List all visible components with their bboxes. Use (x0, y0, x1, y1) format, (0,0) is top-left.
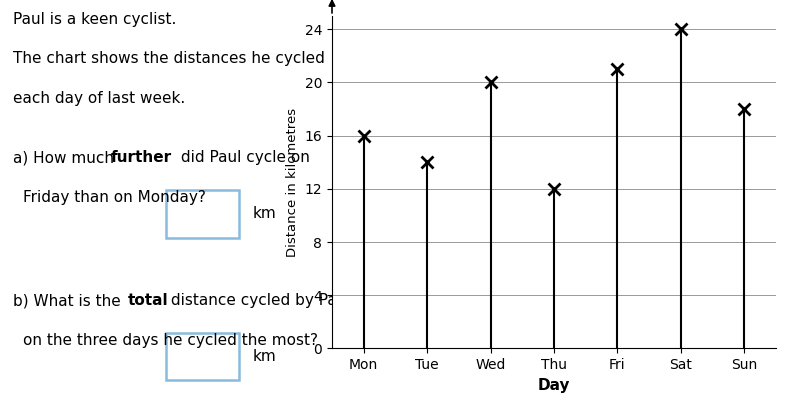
Text: total: total (128, 293, 169, 308)
X-axis label: Day: Day (538, 378, 570, 393)
Text: on the three days he cycled the most?: on the three days he cycled the most? (23, 333, 318, 348)
Text: The chart shows the distances he cycled: The chart shows the distances he cycled (14, 51, 325, 67)
Text: Friday than on Monday?: Friday than on Monday? (23, 190, 206, 205)
Text: each day of last week.: each day of last week. (14, 91, 186, 106)
Y-axis label: Distance in kilometres: Distance in kilometres (286, 108, 299, 257)
FancyBboxPatch shape (166, 190, 239, 238)
FancyBboxPatch shape (166, 333, 239, 380)
Text: a) How much: a) How much (14, 150, 119, 166)
Text: km: km (252, 206, 276, 221)
Text: km: km (252, 349, 276, 364)
Text: did Paul cycle on: did Paul cycle on (176, 150, 310, 166)
Text: distance cycled by Paul: distance cycled by Paul (166, 293, 350, 308)
Text: further: further (111, 150, 172, 166)
Text: Paul is a keen cyclist.: Paul is a keen cyclist. (14, 12, 177, 27)
Text: b) What is the: b) What is the (14, 293, 126, 308)
